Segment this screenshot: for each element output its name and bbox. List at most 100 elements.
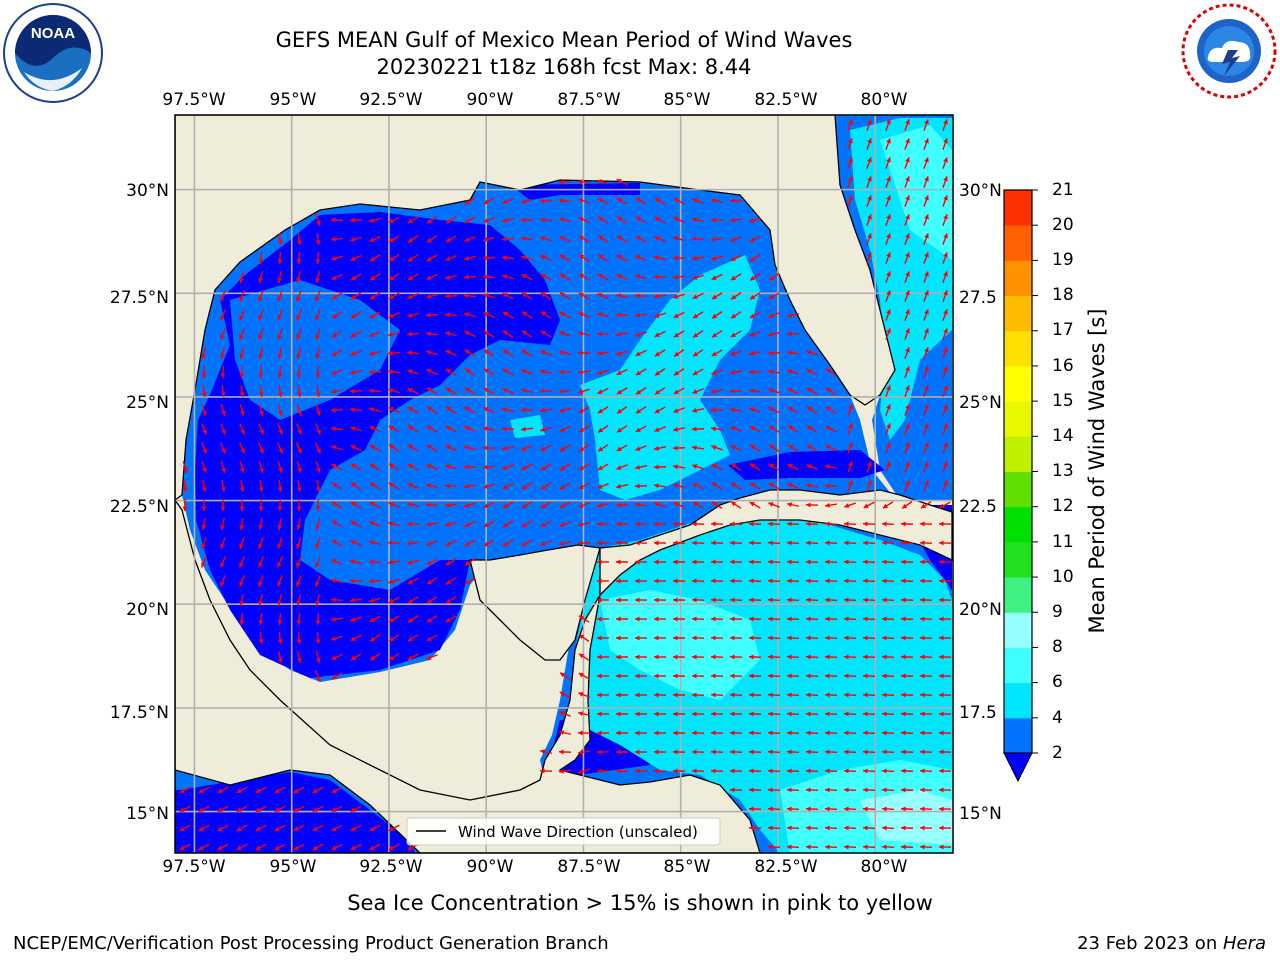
wave-direction-arrow	[904, 309, 910, 321]
wave-direction-arrow	[445, 596, 457, 604]
wave-direction-arrow	[904, 461, 910, 473]
wave-direction-arrow	[806, 444, 818, 452]
wave-direction-arrow	[730, 463, 742, 471]
wave-direction-arrow	[634, 312, 648, 318]
wave-direction-arrow	[296, 498, 302, 512]
wave-direction-arrow	[388, 444, 400, 452]
wave-direction-arrow	[258, 346, 264, 360]
wave-direction-arrow	[521, 369, 533, 375]
wave-direction-arrow	[407, 273, 419, 281]
wave-direction-arrow	[900, 806, 914, 812]
wave-direction-arrow	[578, 292, 590, 300]
wave-direction-arrow	[426, 634, 438, 642]
wave-direction-arrow	[904, 119, 910, 131]
wave-direction-arrow	[616, 406, 628, 414]
wave-direction-arrow	[220, 423, 226, 435]
chart-subtitle: 20230221 t18z 168h fcst Max: 8.44	[376, 55, 752, 79]
wave-direction-arrow	[464, 197, 476, 205]
wave-direction-arrow	[330, 426, 344, 432]
wave-direction-arrow	[942, 309, 948, 321]
coastline	[175, 115, 953, 853]
wave-direction-arrow	[885, 309, 891, 321]
wave-direction-arrow	[293, 805, 305, 813]
wave-direction-arrow	[847, 461, 853, 473]
wave-direction-arrow	[786, 692, 800, 698]
wave-direction-arrow	[388, 235, 400, 243]
wave-direction-arrow	[843, 749, 857, 755]
wave-direction-arrow	[596, 350, 610, 356]
wave-direction-arrow	[407, 463, 419, 471]
wave-direction-arrow	[577, 369, 591, 375]
wave-direction-arrow	[368, 578, 382, 584]
wave-direction-arrow	[369, 501, 381, 509]
wave-direction-arrow	[900, 521, 914, 527]
wave-direction-arrow	[350, 805, 362, 813]
wave-direction-arrow	[654, 236, 666, 242]
wave-direction-arrow	[923, 290, 929, 302]
wave-direction-arrow	[729, 217, 743, 223]
wave-direction-arrow	[729, 635, 743, 641]
field-4-6s	[510, 415, 545, 438]
wave-direction-arrow	[596, 673, 610, 679]
wave-direction-arrow	[350, 349, 362, 357]
wave-direction-arrow	[521, 311, 533, 319]
wave-direction-arrow	[691, 426, 705, 432]
wave-direction-arrow	[540, 350, 552, 356]
wave-direction-arrow	[900, 730, 914, 736]
wave-direction-arrow	[217, 786, 229, 794]
wave-direction-arrow	[749, 217, 761, 223]
wave-direction-arrow	[388, 216, 400, 224]
wave-direction-arrow	[919, 635, 933, 641]
wave-direction-arrow	[615, 711, 629, 717]
wave-direction-arrow	[634, 464, 648, 470]
wave-direction-arrow	[787, 444, 799, 452]
wave-direction-arrow	[653, 730, 667, 736]
wave-direction-arrow	[919, 578, 933, 584]
wave-direction-arrow	[296, 346, 302, 360]
wave-direction-arrow	[388, 653, 400, 661]
wave-direction-arrow	[866, 195, 872, 207]
wave-direction-arrow	[578, 254, 590, 262]
wave-direction-arrow	[482, 255, 496, 261]
wave-direction-arrow	[521, 501, 533, 509]
wave-direction-arrow	[767, 825, 781, 831]
lat-tick-left: 20°N	[126, 600, 169, 620]
wave-direction-arrow	[805, 806, 819, 812]
wave-direction-arrow	[634, 654, 648, 660]
wave-direction-arrow	[673, 407, 685, 413]
wave-direction-arrow	[824, 616, 838, 622]
wave-direction-arrow	[483, 483, 495, 489]
wave-direction-arrow	[220, 461, 226, 473]
wave-direction-arrow	[654, 368, 666, 376]
wave-direction-arrow	[673, 387, 685, 395]
wave-direction-arrow	[258, 404, 264, 416]
wave-direction-arrow	[296, 631, 302, 645]
wave-direction-arrow	[596, 654, 610, 660]
wave-direction-arrow	[904, 252, 910, 264]
wave-direction-arrow	[635, 197, 647, 205]
wave-direction-arrow	[296, 537, 302, 549]
wave-direction-arrow	[407, 292, 419, 300]
wave-direction-arrow	[904, 328, 910, 340]
wave-direction-arrow	[521, 292, 533, 300]
wave-direction-arrow	[388, 578, 400, 584]
colorbar-segment	[1004, 225, 1032, 261]
wave-direction-arrow	[463, 274, 477, 280]
wave-direction-arrow	[350, 616, 362, 622]
wave-direction-arrow	[539, 388, 553, 394]
wave-direction-arrow	[787, 369, 799, 375]
wave-direction-arrow	[881, 787, 895, 793]
wave-direction-arrow	[749, 482, 761, 490]
wave-direction-arrow	[388, 463, 400, 471]
wave-direction-arrow	[615, 597, 629, 603]
wave-direction-arrow	[596, 331, 610, 337]
wave-direction-arrow	[862, 540, 876, 546]
wave-direction-arrow	[239, 612, 245, 626]
wave-direction-arrow	[521, 520, 533, 528]
wave-direction-arrow	[729, 616, 743, 622]
wave-direction-arrow	[540, 369, 552, 375]
wave-direction-arrow	[426, 350, 438, 356]
wave-direction-arrow	[634, 749, 648, 755]
wave-direction-arrow	[653, 445, 667, 451]
wave-direction-arrow	[296, 423, 302, 435]
